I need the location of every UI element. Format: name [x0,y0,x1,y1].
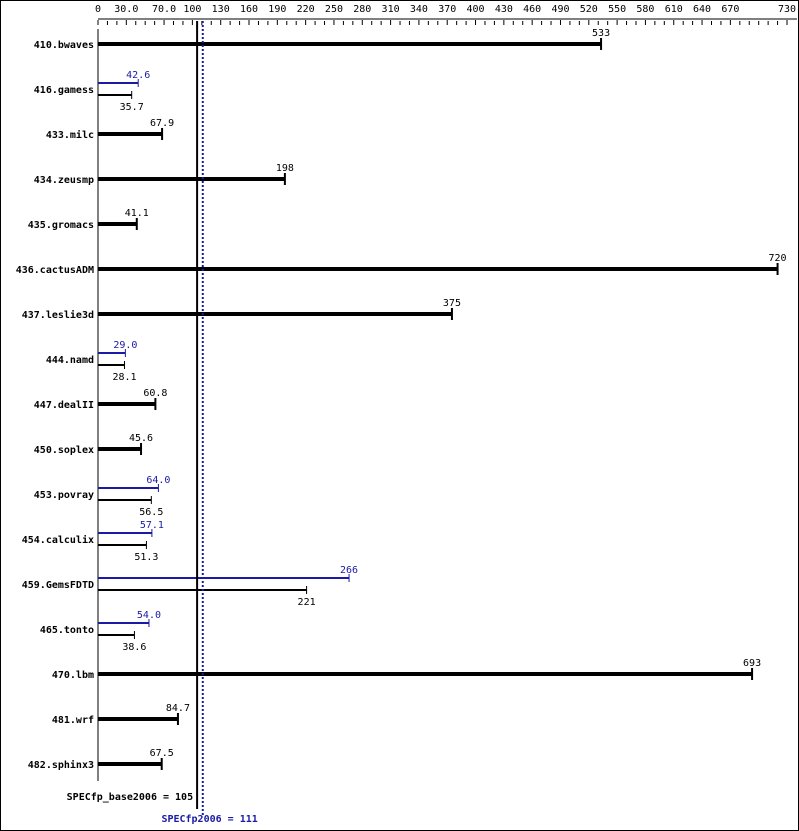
value-label-peak: 54.0 [137,610,161,621]
x-tick-label: 160 [240,4,258,15]
value-label: 60.8 [143,388,167,399]
x-tick-label: 100 [183,4,201,15]
value-label-base: 28.1 [112,372,136,383]
x-tick-label: 400 [467,4,485,15]
category-label: 459.GemsFDTD [22,580,94,591]
category-label: 444.namd [46,355,94,366]
x-tick-label: 190 [268,4,286,15]
value-label: 533 [592,28,610,39]
category-label: 433.milc [46,129,94,141]
category-label: 450.soplex [34,445,94,456]
bar-base-peak [98,222,137,226]
x-tick-label: 490 [551,4,569,15]
x-tick-label: 640 [693,4,711,15]
x-tick-label: 130 [212,4,230,15]
x-tick-label: 0 [95,4,101,15]
value-label-base: 38.6 [122,642,146,653]
x-tick-label: 610 [665,4,683,15]
value-label: 41.1 [125,208,149,219]
category-label: 436.cactusADM [16,265,94,276]
category-label: 416.gamess [34,85,94,96]
bar-base-peak [98,132,163,136]
bar-base-peak [98,447,142,451]
category-label: 434.zeusmp [34,175,94,186]
bar-base-peak [98,672,753,676]
x-tick-label: 580 [636,4,654,15]
value-label-base: 221 [298,597,316,608]
category-label: 454.calculix [22,534,94,546]
category-label: 410.bwaves [34,40,94,51]
x-tick-label: 340 [410,4,428,15]
category-label: 435.gromacs [28,220,94,231]
x-tick-label: 220 [297,4,315,15]
category-label: 465.tonto [40,625,94,636]
bar-base-peak [98,312,452,316]
value-label: 45.6 [129,433,153,444]
value-label-peak: 266 [340,565,358,576]
x-tick-label: 310 [382,4,400,15]
x-tick-label: 370 [438,4,456,15]
value-label-base: 51.3 [134,552,158,563]
x-tick-label: 280 [353,4,371,15]
bar-base-peak [98,717,178,721]
x-tick-label: 730 [778,4,796,15]
category-label: 470.lbm [52,670,94,681]
value-label-peak: 42.6 [126,70,150,81]
category-label: 437.leslie3d [22,309,94,321]
value-label: 67.5 [150,748,174,759]
x-tick-label: 460 [523,4,541,15]
value-label: 198 [276,163,294,174]
value-label: 693 [743,658,761,669]
x-tick-label: 250 [325,4,343,15]
bar-base-peak [98,267,778,271]
category-label: 447.dealII [34,400,94,411]
x-tick-label: 550 [608,4,626,15]
value-label-base: 35.7 [120,102,144,113]
value-label-peak: 64.0 [146,475,170,486]
x-tick-label: 520 [580,4,598,15]
bar-base-peak [98,402,156,406]
value-label-peak: 57.1 [140,520,164,531]
bar-base-peak [98,762,162,766]
value-label: 720 [769,253,787,264]
x-tick-label: 430 [495,4,513,15]
x-tick-label: 70.0 [152,4,176,15]
category-label: 481.wrf [52,715,94,726]
value-label: 84.7 [166,703,190,714]
bar-base-peak [98,42,602,46]
value-label-base: 56.5 [139,507,163,518]
bar-base-peak [98,177,285,181]
peak-reference-label: SPECfp2006 = 111 [161,814,257,825]
category-label: 453.povray [34,490,94,501]
x-tick-label: 670 [721,4,739,15]
x-tick-label: 30.0 [114,4,138,15]
value-label: 67.9 [150,118,174,129]
value-label: 375 [443,298,461,309]
base-reference-label: SPECfp_base2006 = 105 [67,792,193,803]
value-label-peak: 29.0 [113,340,137,351]
category-label: 482.sphinx3 [28,759,94,771]
